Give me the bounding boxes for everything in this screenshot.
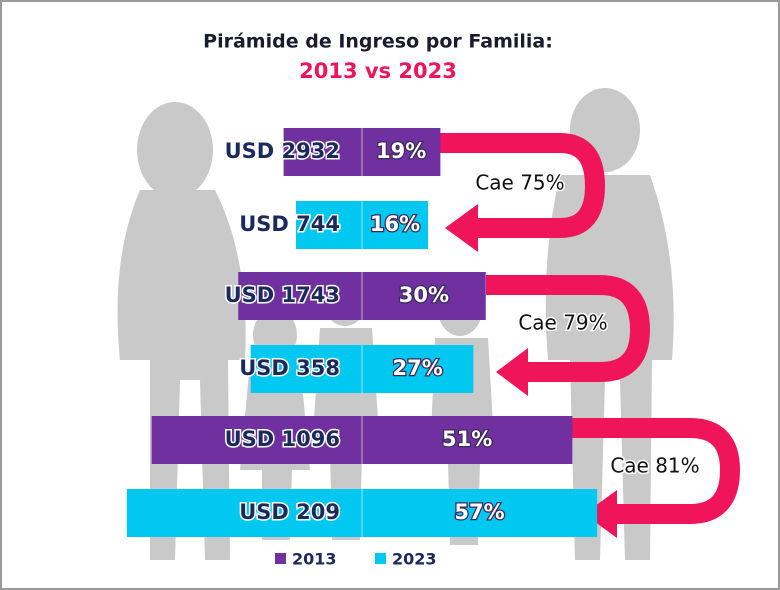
income-label: USD 1743 [225,283,340,307]
arrow-heads [445,204,617,538]
chart-title: Pirámide de Ingreso por Familia: [203,31,553,53]
legend-label: 2023 [392,550,437,569]
data-label: 19% [376,139,426,163]
annotation: Cae 75% [475,171,564,195]
income-label: USD 358 [239,356,340,380]
legend-label: 2013 [292,550,337,569]
data-label: 16% [370,212,420,236]
income-label: USD 1096 [225,427,340,451]
legend-swatch [375,553,386,564]
chart-subtitle: 2013 vs 2023 [299,59,457,83]
data-label: 51% [442,427,492,451]
annotation: Cae 81% [610,454,699,478]
income-label: USD 209 [239,500,340,524]
annotation: Cae 79% [518,311,607,335]
data-label: 30% [399,283,449,307]
data-label: 27% [393,356,443,380]
income-label: USD 2932 [225,139,340,163]
legend-swatch [275,553,286,564]
income-label: USD 744 [239,212,340,236]
data-label: 57% [454,500,504,524]
arrows [440,133,741,524]
